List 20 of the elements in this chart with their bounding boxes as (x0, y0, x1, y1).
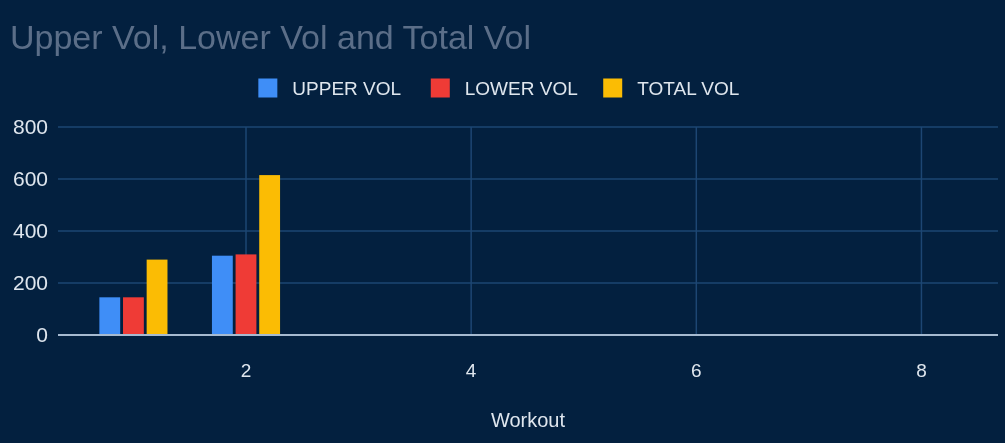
bar (235, 254, 257, 335)
x-tick-label: 2 (240, 359, 252, 381)
bar (259, 175, 281, 335)
legend-label: TOTAL VOL (637, 77, 740, 99)
x-tick-label: 4 (465, 359, 477, 381)
bar (146, 259, 168, 335)
x-tick-label: 6 (691, 359, 702, 381)
legend-label: UPPER VOL (292, 77, 402, 99)
chart-title: Upper Vol, Lower Vol and Total Vol (10, 18, 532, 56)
x-tick-label: 8 (916, 359, 927, 381)
y-tick-label: 0 (36, 323, 48, 347)
legend-label: LOWER VOL (464, 77, 578, 99)
y-tick-label: 800 (12, 115, 48, 139)
bar (99, 297, 121, 335)
bar (123, 297, 144, 335)
bar (211, 255, 233, 335)
x-axis-title: Workout (490, 409, 566, 431)
y-tick-label: 400 (12, 219, 48, 243)
y-tick-label: 600 (12, 167, 48, 191)
y-tick-label: 200 (12, 271, 48, 295)
